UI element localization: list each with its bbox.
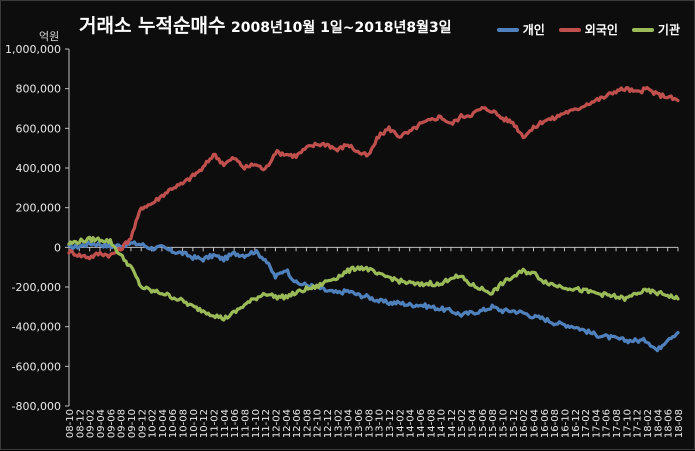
legend-swatch-individual (496, 27, 519, 32)
x-tick-label: 16-06 (540, 409, 551, 438)
x-tick-label: 09-06 (106, 409, 117, 438)
x-tick-label: 14-10 (437, 409, 448, 438)
x-tick-label: 15-06 (478, 409, 489, 438)
x-tick-label: 09-04 (96, 409, 107, 438)
x-tick-label: 16-08 (550, 409, 561, 438)
x-tick-label: 14-12 (447, 409, 458, 438)
x-tick-label: 18-04 (653, 409, 664, 438)
x-tick-label: 12-10 (313, 409, 324, 438)
x-tick-label: 10-06 (168, 409, 179, 438)
x-tick-label: 12-08 (302, 409, 313, 438)
x-tick-label: 13-08 (364, 409, 375, 438)
x-tick-label: 10-02 (148, 409, 159, 438)
legend-swatch-foreign (558, 27, 581, 32)
series-line-1 (67, 85, 680, 261)
x-tick-label: 18-02 (643, 409, 654, 438)
legend-item-foreign: 외국인 (558, 21, 618, 38)
x-tick-label: 17-10 (622, 409, 633, 438)
x-tick-label: 11-10 (251, 409, 262, 438)
x-tick-label: 13-06 (354, 409, 365, 438)
y-tick-label: 200,000 (16, 202, 62, 215)
x-tick-label: 16-04 (529, 409, 540, 438)
legend-label-institution: 기관 (657, 23, 680, 37)
y-tick-label: 1,000,000 (5, 43, 61, 56)
x-tick-label: 14-08 (426, 409, 437, 438)
x-tick-label: 18-08 (674, 409, 685, 438)
y-tick-label: 600,000 (16, 122, 62, 135)
legend-label-foreign: 외국인 (584, 23, 618, 37)
x-tick-label: 15-12 (509, 409, 520, 438)
x-tick-label: 10-08 (179, 409, 190, 438)
x-tick-label: 17-04 (591, 409, 602, 438)
x-tick-label: 11-02 (210, 409, 221, 438)
x-tick-label: 11-12 (261, 409, 272, 438)
x-tick-label: 12-02 (271, 409, 282, 438)
x-tick-label: 12-04 (282, 409, 293, 438)
x-tick-label: 13-04 (344, 409, 355, 438)
x-tick-label: 17-06 (602, 409, 613, 438)
x-tick-label: 16-10 (560, 409, 571, 438)
x-tick-label: 12-12 (323, 409, 334, 438)
x-tick-label: 09-10 (127, 409, 138, 438)
x-tick-label: 13-10 (375, 409, 386, 438)
x-tick-label: 09-08 (117, 409, 128, 438)
legend-item-individual: 개인 (496, 21, 545, 38)
y-tick-label: 400,000 (16, 162, 62, 175)
x-tick-label: 15-08 (488, 409, 499, 438)
x-tick-label: 11-04 (220, 409, 231, 438)
chart-title: 거래소 누적순매수 2008년10월 1일~2018년8월3일 (79, 11, 452, 38)
chart-legend: 개인 외국인 기관 (496, 21, 680, 38)
x-tick-label: 09-02 (86, 409, 97, 438)
y-tick-label: 0 (54, 241, 61, 254)
x-tick-label: 15-02 (457, 409, 468, 438)
x-tick-label: 17-02 (581, 409, 592, 438)
x-tick-label: 10-10 (189, 409, 200, 438)
x-tick-label: 08-10 (65, 409, 76, 438)
chart-title-main: 거래소 누적순매수 (79, 15, 226, 37)
x-tick-label: 10-04 (158, 409, 169, 438)
x-tick-label: 17-08 (612, 409, 623, 438)
x-tick-label: 16-02 (519, 409, 530, 438)
x-tick-label: 17-12 (633, 409, 644, 438)
legend-item-institution: 기관 (631, 21, 680, 38)
x-tick-label: 09-12 (137, 409, 148, 438)
chart-title-period: 2008년10월 1일~2018년8월3일 (231, 20, 452, 36)
legend-swatch-institution (631, 27, 654, 32)
x-tick-label: 13-02 (333, 409, 344, 438)
legend-label-individual: 개인 (522, 23, 545, 37)
y-tick-label: -600,000 (12, 360, 61, 373)
y-tick-label: 800,000 (16, 83, 62, 96)
x-tick-label: 11-06 (230, 409, 241, 438)
series-line-0 (67, 240, 680, 353)
y-tick-label: -800,000 (12, 400, 61, 413)
x-tick-label: 15-04 (468, 409, 479, 438)
y-axis-unit: 억원 (39, 30, 60, 43)
x-tick-label: 08-12 (75, 409, 86, 438)
x-tick-label: 16-12 (571, 409, 582, 438)
x-tick-label: 13-12 (385, 409, 396, 438)
x-tick-label: 12-06 (292, 409, 303, 438)
y-tick-label: -200,000 (12, 281, 61, 294)
series-line-2 (67, 235, 680, 322)
x-tick-label: 14-02 (395, 409, 406, 438)
y-tick-label: -400,000 (12, 321, 61, 334)
x-tick-label: 15-10 (499, 409, 510, 438)
x-tick-label: 14-06 (416, 409, 427, 438)
x-tick-label: 11-08 (240, 409, 251, 438)
x-tick-label: 14-04 (406, 409, 417, 438)
x-tick-label: 18-06 (664, 409, 675, 438)
x-tick-label: 10-12 (199, 409, 210, 438)
